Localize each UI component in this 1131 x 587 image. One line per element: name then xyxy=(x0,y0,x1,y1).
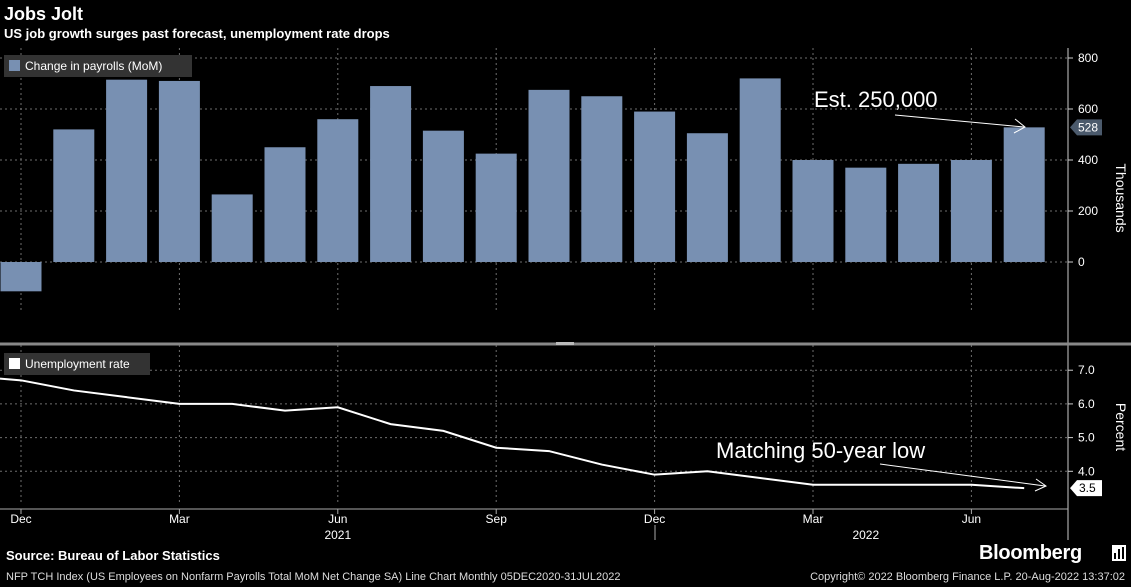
x-month-label: Mar xyxy=(169,512,190,526)
x-month-label: Sep xyxy=(486,512,508,526)
source-note: Source: Bureau of Labor Statistics xyxy=(6,548,220,563)
x-month-label: Jun xyxy=(328,512,347,526)
x-year-label: 2021 xyxy=(324,528,351,540)
line-ytick-label: 5.0 xyxy=(1078,431,1095,445)
bar-ytick-label: 600 xyxy=(1078,102,1098,116)
payroll-bar xyxy=(422,130,464,262)
bar-last-value-tag xyxy=(1070,119,1102,136)
line-ytick-label: 4.0 xyxy=(1078,464,1095,478)
payroll-bar xyxy=(898,163,940,262)
line-ytick-label: 7.0 xyxy=(1078,363,1095,377)
bar-ytick-label: 400 xyxy=(1078,153,1098,167)
bar-ytick-label: 200 xyxy=(1078,204,1098,218)
payroll-bar xyxy=(317,119,359,262)
payroll-bar xyxy=(370,86,412,262)
payroll-bar xyxy=(581,96,623,262)
unemployment-line xyxy=(0,377,1025,490)
payroll-bar xyxy=(1003,127,1045,262)
x-month-label: Jun xyxy=(962,512,981,526)
x-month-label: Mar xyxy=(803,512,824,526)
bar-annotation-arrowhead xyxy=(1013,118,1026,134)
payroll-bar xyxy=(264,147,306,262)
chart-subtitle: US job growth surges past forecast, unem… xyxy=(4,26,390,41)
bar-legend-label: Change in payrolls (MoM) xyxy=(25,59,162,73)
payroll-bar xyxy=(792,160,834,262)
payroll-bar xyxy=(950,160,992,262)
payroll-bar xyxy=(634,111,676,262)
line-ytick-label: 6.0 xyxy=(1078,397,1095,411)
payroll-bar xyxy=(106,79,148,262)
bar-legend-swatch xyxy=(9,60,20,71)
chart-canvas: 800 600 400 200 0 7.0 6.0 5.0 4.0 Change in payro… xyxy=(0,48,1131,540)
payroll-bar xyxy=(739,78,781,263)
bars-layer xyxy=(0,78,1045,292)
panel-divider-handle xyxy=(556,342,574,345)
bar-last-value: 528 xyxy=(1078,120,1098,134)
line-annotation: Matching 50-year low xyxy=(716,438,925,463)
x-year-label: 2022 xyxy=(852,528,879,540)
line-last-value-tag xyxy=(1070,480,1102,497)
bar-ylabel: Thousands xyxy=(1113,163,1129,232)
labels-layer: 800 600 400 200 0 7.0 6.0 5.0 4.0 Change in payro… xyxy=(4,51,1129,540)
line-legend-swatch xyxy=(9,358,20,369)
bar-annotation-arrow xyxy=(894,114,1025,128)
payroll-bar xyxy=(686,133,728,262)
line-layer xyxy=(0,377,1025,490)
ticker-description: NFP TCH Index (US Employees on Nonfarm P… xyxy=(6,571,621,583)
x-month-label: Dec xyxy=(644,512,665,526)
copyright-note: Copyright© 2022 Bloomberg Finance L.P. 2… xyxy=(810,571,1125,583)
payroll-bar xyxy=(845,167,887,262)
payroll-bar xyxy=(53,129,95,262)
payroll-bar xyxy=(0,262,42,292)
payroll-bar xyxy=(158,80,200,262)
bar-ytick-label: 0 xyxy=(1078,255,1085,269)
chart-title: Jobs Jolt xyxy=(4,4,84,24)
x-month-label: Dec xyxy=(10,512,31,526)
bloomberg-terminal-icon xyxy=(1112,545,1126,561)
payroll-bar xyxy=(211,194,253,262)
line-ylabel: Percent xyxy=(1113,403,1129,451)
grid-layer xyxy=(0,48,1068,505)
payroll-bar xyxy=(475,153,517,262)
axes-layer xyxy=(0,48,1131,540)
bar-ytick-label: 800 xyxy=(1078,51,1098,65)
bar-legend-box xyxy=(4,55,192,77)
bloomberg-logo: Bloomberg xyxy=(979,542,1082,564)
line-legend-box xyxy=(4,353,150,375)
line-last-value: 3.5 xyxy=(1079,481,1096,495)
bar-annotation: Est. 250,000 xyxy=(814,87,938,112)
line-annotation-arrow xyxy=(879,463,1046,487)
payroll-bar xyxy=(528,89,570,262)
line-legend-label: Unemployment rate xyxy=(25,357,130,371)
line-annotation-arrowhead xyxy=(1034,478,1048,492)
